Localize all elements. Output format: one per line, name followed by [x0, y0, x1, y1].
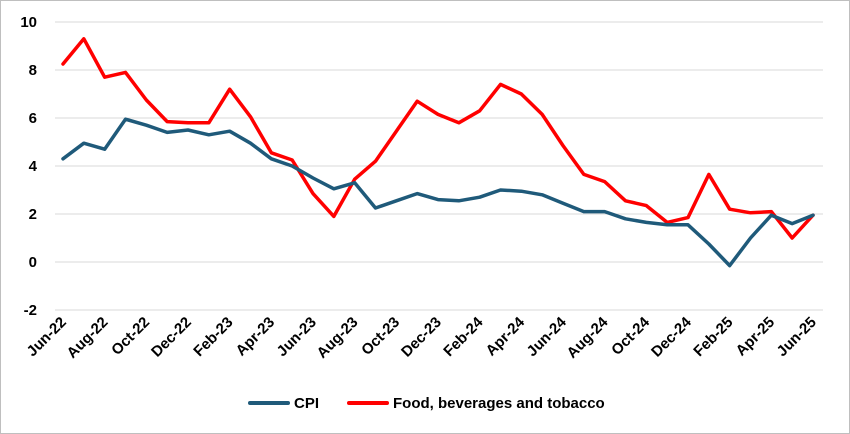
series-line-cpi — [61, 117, 815, 268]
x-tick-label: Aug-23 — [314, 314, 362, 362]
y-tick-label: 4 — [29, 158, 38, 175]
x-tick-label: Oct-23 — [358, 314, 403, 359]
series-line-food-beverages-tobacco — [61, 37, 815, 240]
x-tick-label: Jun-22 — [24, 314, 70, 360]
legend-label: Food, beverages and tobacco — [393, 395, 605, 412]
x-tick-label: Oct-22 — [108, 314, 153, 359]
x-tick-label: Jun-24 — [524, 313, 571, 360]
x-axis-ticks: Jun-22Aug-22Oct-22Dec-22Feb-23Apr-23Jun-… — [24, 313, 820, 361]
x-tick-label: Oct-24 — [608, 313, 653, 358]
y-tick-label: 8 — [29, 62, 37, 79]
x-tick-label: Aug-22 — [64, 314, 112, 362]
y-tick-label: -2 — [24, 302, 37, 319]
x-tick-label: Aug-24 — [564, 313, 612, 361]
x-tick-label: Apr-25 — [733, 314, 779, 360]
y-tick-label: 10 — [20, 14, 37, 31]
x-tick-label: Dec-22 — [148, 314, 195, 361]
x-tick-label: Feb-24 — [440, 313, 487, 360]
y-tick-label: 0 — [29, 254, 37, 271]
x-tick-label: Dec-23 — [398, 314, 445, 361]
series-lines — [61, 37, 815, 268]
x-tick-label: Dec-24 — [648, 313, 695, 360]
x-tick-label: Feb-23 — [190, 314, 236, 360]
legend: CPI Food, beverages and tobacco — [248, 395, 605, 412]
y-tick-label: 2 — [29, 206, 37, 223]
y-tick-label: 6 — [29, 110, 37, 127]
legend-item-cpi: CPI — [248, 395, 319, 412]
legend-item-food: Food, beverages and tobacco — [347, 395, 605, 412]
x-tick-label: Feb-25 — [690, 314, 736, 360]
x-tick-label: Apr-24 — [483, 313, 529, 359]
gridlines — [55, 21, 823, 311]
x-tick-label: Jun-23 — [274, 314, 320, 360]
legend-label: CPI — [294, 395, 319, 412]
x-tick-label: Jun-25 — [774, 314, 820, 360]
x-tick-label: Apr-23 — [233, 314, 279, 360]
y-axis-ticks: -2 0 2 4 6 8 10 — [20, 14, 37, 319]
